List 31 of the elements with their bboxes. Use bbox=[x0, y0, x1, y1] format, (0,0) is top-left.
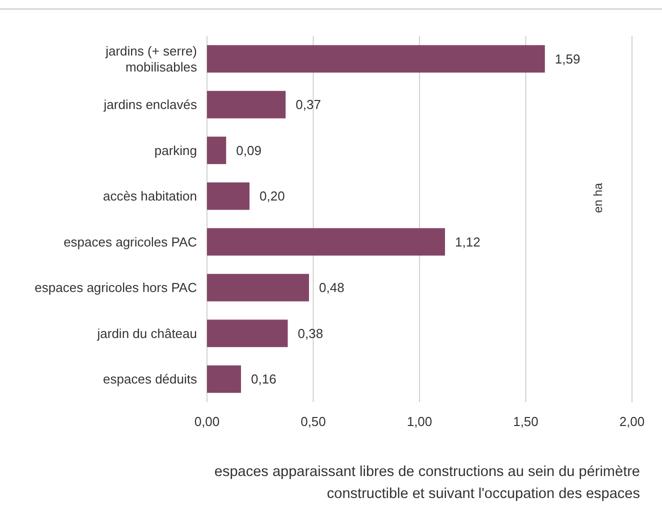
data-label: 0,38 bbox=[298, 326, 324, 341]
bar bbox=[207, 228, 445, 256]
bar bbox=[207, 320, 288, 348]
bar bbox=[207, 365, 241, 393]
x-tick-label: 2,00 bbox=[619, 414, 645, 429]
data-label: 0,20 bbox=[260, 188, 285, 204]
x-axis-title: espaces apparaissant libres de constructions au sein du périmètre constructible et suivant l'occupation des espaces bbox=[214, 464, 640, 502]
data-label: 0,48 bbox=[319, 280, 344, 296]
data-label: 0,16 bbox=[251, 372, 276, 387]
x-tick-label: 1,00 bbox=[406, 414, 432, 429]
y-tick-label: espaces agricoles hors PAC bbox=[34, 280, 197, 296]
data-label: 0,09 bbox=[236, 142, 262, 158]
bar bbox=[207, 45, 545, 73]
bar bbox=[207, 182, 250, 210]
x-tick-label: 1,50 bbox=[513, 414, 538, 429]
y-tick-label: jardins enclavés bbox=[102, 97, 198, 112]
y-tick-label: espaces agricoles PAC bbox=[64, 234, 197, 250]
x-tick-label: 0,00 bbox=[194, 414, 220, 429]
y-tick-label: jardins (+ serre) mobilisables bbox=[104, 43, 198, 74]
x-tick-label: 0,50 bbox=[300, 414, 326, 429]
y-tick-label: jardin du château bbox=[96, 326, 197, 341]
annotation: en ha bbox=[591, 182, 605, 214]
y-tick-label: accès habitation bbox=[103, 188, 197, 204]
data-label: 1,12 bbox=[455, 234, 480, 250]
data-label: 1,59 bbox=[554, 51, 580, 66]
bar bbox=[207, 90, 286, 118]
y-tick-label: parking bbox=[154, 142, 197, 158]
y-tick-label: espaces déduits bbox=[103, 372, 198, 387]
bar bbox=[207, 136, 226, 164]
data-label: 0,37 bbox=[296, 97, 321, 112]
bar bbox=[207, 274, 309, 302]
